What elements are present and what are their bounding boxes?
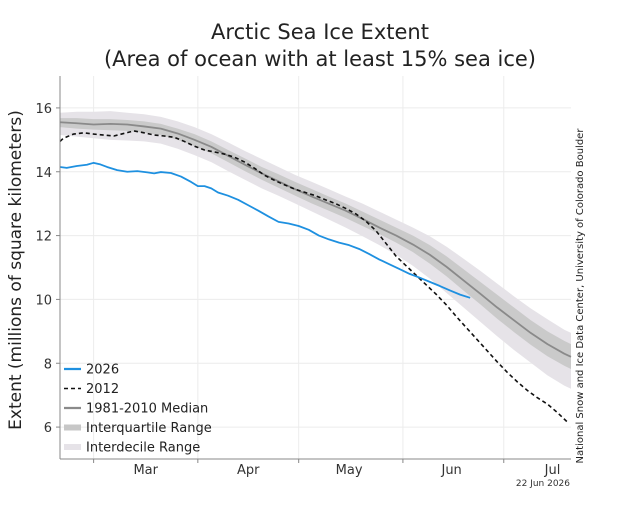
y-axis-label: Extent (millions of square kilometers) (6, 110, 26, 430)
y-tick-label: 8 (44, 357, 52, 372)
y-tick-label: 14 (35, 166, 52, 181)
x-tick-label: May (336, 463, 363, 478)
legend-label: 2026 (86, 363, 119, 378)
x-tick-label: Jun (440, 463, 461, 478)
date-stamp: 22 Jun 2026 (516, 479, 570, 489)
series-line-2026 (59, 161, 471, 299)
legend-label: Interquartile Range (86, 421, 212, 436)
axes: 6 8 10 12 14 16 Mar Apr May Jun Jul (35, 76, 571, 478)
credit-text: National Snow and Ice Data Center, Unive… (575, 128, 586, 464)
x-tick-label: Mar (133, 463, 158, 478)
chart-subtitle: (Area of ocean with at least 15% sea ice… (104, 47, 536, 71)
x-tick-label: Apr (237, 463, 260, 478)
legend: 2026 2012 1981-2010 Median Interquartile Ra… (64, 363, 212, 456)
y-tick-label: 10 (35, 293, 52, 308)
gridlines (60, 76, 571, 459)
chart-title: Arctic Sea Ice Extent (211, 20, 429, 44)
series-line-2012 (59, 130, 569, 423)
y-tick-label: 6 (44, 421, 52, 436)
series-line-1981-2010-median (59, 121, 572, 358)
series-lines (59, 121, 572, 423)
x-tick-label: Jul (544, 463, 561, 478)
band-interdecile-range (60, 111, 571, 389)
y-tick-label: 16 (35, 102, 52, 117)
legend-label: 1981-2010 Median (86, 402, 208, 417)
legend-label: Interdecile Range (86, 441, 200, 456)
y-tick-label: 12 (35, 230, 52, 245)
legend-label: 2012 (86, 382, 119, 397)
range-bands (60, 111, 571, 389)
